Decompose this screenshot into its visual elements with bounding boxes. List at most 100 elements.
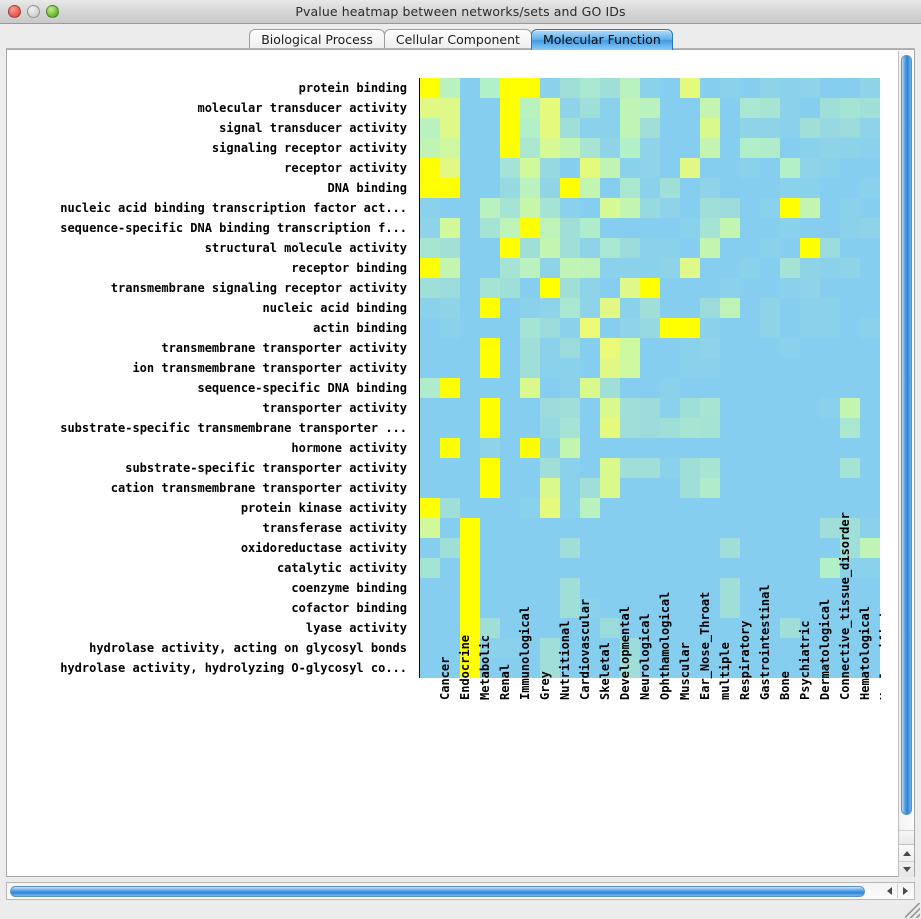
heatmap-cell[interactable] xyxy=(740,258,760,278)
heatmap-cell[interactable] xyxy=(860,418,880,438)
heatmap-cell[interactable] xyxy=(760,478,780,498)
heatmap-cell[interactable] xyxy=(680,78,700,98)
heatmap-cell[interactable] xyxy=(680,338,700,358)
heatmap-cell[interactable] xyxy=(720,278,740,298)
heatmap-cell[interactable] xyxy=(800,478,820,498)
heatmap-cell[interactable] xyxy=(520,298,540,318)
heatmap-cell[interactable] xyxy=(480,318,500,338)
heatmap-cell[interactable] xyxy=(460,258,480,278)
heatmap-cell[interactable] xyxy=(680,98,700,118)
heatmap-cell[interactable] xyxy=(680,318,700,338)
heatmap-cell[interactable] xyxy=(640,358,660,378)
heatmap-cell[interactable] xyxy=(760,598,780,618)
heatmap-cell[interactable] xyxy=(540,278,560,298)
heatmap-cell[interactable] xyxy=(580,458,600,478)
heatmap-cell[interactable] xyxy=(520,78,540,98)
heatmap-cell[interactable] xyxy=(740,618,760,638)
heatmap-cell[interactable] xyxy=(520,558,540,578)
heatmap-cell[interactable] xyxy=(500,278,520,298)
heatmap-cell[interactable] xyxy=(700,258,720,278)
heatmap-cell[interactable] xyxy=(580,658,600,678)
heatmap-cell[interactable] xyxy=(700,238,720,258)
heatmap-cell[interactable] xyxy=(500,618,520,638)
heatmap-cell[interactable] xyxy=(580,238,600,258)
heatmap-cell[interactable] xyxy=(540,238,560,258)
heatmap-cell[interactable] xyxy=(580,138,600,158)
heatmap-cell[interactable] xyxy=(660,298,680,318)
heatmap-cell[interactable] xyxy=(460,658,480,678)
heatmap-cell[interactable] xyxy=(740,378,760,398)
heatmap-cell[interactable] xyxy=(580,178,600,198)
heatmap-cell[interactable] xyxy=(440,618,460,638)
heatmap-cell[interactable] xyxy=(480,218,500,238)
window-resize-grip-icon[interactable] xyxy=(905,903,920,918)
heatmap-cell[interactable] xyxy=(500,438,520,458)
heatmap-cell[interactable] xyxy=(860,358,880,378)
heatmap-cell[interactable] xyxy=(780,358,800,378)
heatmap-cell[interactable] xyxy=(580,378,600,398)
heatmap-cell[interactable] xyxy=(440,598,460,618)
heatmap-cell[interactable] xyxy=(580,258,600,278)
heatmap-cell[interactable] xyxy=(500,158,520,178)
heatmap-cell[interactable] xyxy=(480,138,500,158)
heatmap-cell[interactable] xyxy=(760,218,780,238)
heatmap-cell[interactable] xyxy=(700,138,720,158)
heatmap-cell[interactable] xyxy=(520,178,540,198)
heatmap-cell[interactable] xyxy=(480,658,500,678)
heatmap-cell[interactable] xyxy=(600,278,620,298)
heatmap-cell[interactable] xyxy=(520,538,540,558)
heatmap-cell[interactable] xyxy=(700,318,720,338)
heatmap-cell[interactable] xyxy=(460,558,480,578)
heatmap-cell[interactable] xyxy=(840,558,860,578)
heatmap-cell[interactable] xyxy=(580,478,600,498)
heatmap-cell[interactable] xyxy=(640,258,660,278)
heatmap-cell[interactable] xyxy=(820,318,840,338)
heatmap-cell[interactable] xyxy=(800,658,820,678)
heatmap-cell[interactable] xyxy=(700,218,720,238)
heatmap-cell[interactable] xyxy=(500,458,520,478)
heatmap-cell[interactable] xyxy=(740,78,760,98)
heatmap-cell[interactable] xyxy=(640,138,660,158)
heatmap-cell[interactable] xyxy=(680,438,700,458)
heatmap-cell[interactable] xyxy=(820,158,840,178)
heatmap-cell[interactable] xyxy=(800,118,820,138)
heatmap-cell[interactable] xyxy=(860,398,880,418)
heatmap-cell[interactable] xyxy=(540,438,560,458)
heatmap-cell[interactable] xyxy=(540,198,560,218)
heatmap-cell[interactable] xyxy=(740,278,760,298)
heatmap-cell[interactable] xyxy=(560,118,580,138)
heatmap-cell[interactable] xyxy=(480,518,500,538)
heatmap-cell[interactable] xyxy=(620,578,640,598)
heatmap-cell[interactable] xyxy=(660,638,680,658)
heatmap-cell[interactable] xyxy=(600,238,620,258)
heatmap-cell[interactable] xyxy=(540,638,560,658)
heatmap-cell[interactable] xyxy=(840,478,860,498)
heatmap-cell[interactable] xyxy=(780,98,800,118)
heatmap-cell[interactable] xyxy=(820,538,840,558)
heatmap-cell[interactable] xyxy=(600,338,620,358)
heatmap-cell[interactable] xyxy=(800,598,820,618)
heatmap-cell[interactable] xyxy=(680,458,700,478)
heatmap-cell[interactable] xyxy=(740,118,760,138)
heatmap-cell[interactable] xyxy=(840,458,860,478)
heatmap-cell[interactable] xyxy=(540,338,560,358)
heatmap-cell[interactable] xyxy=(820,118,840,138)
heatmap-cell[interactable] xyxy=(660,178,680,198)
heatmap-cell[interactable] xyxy=(420,158,440,178)
heatmap-cell[interactable] xyxy=(460,478,480,498)
heatmap-cell[interactable] xyxy=(440,498,460,518)
heatmap-cell[interactable] xyxy=(440,238,460,258)
heatmap-cell[interactable] xyxy=(540,458,560,478)
heatmap-cell[interactable] xyxy=(700,338,720,358)
heatmap-cell[interactable] xyxy=(600,178,620,198)
heatmap-cell[interactable] xyxy=(560,178,580,198)
heatmap-cell[interactable] xyxy=(720,478,740,498)
heatmap-cell[interactable] xyxy=(560,138,580,158)
heatmap-cell[interactable] xyxy=(780,558,800,578)
heatmap-cell[interactable] xyxy=(520,218,540,238)
heatmap-cell[interactable] xyxy=(420,278,440,298)
heatmap-cell[interactable] xyxy=(600,438,620,458)
heatmap-cell[interactable] xyxy=(660,658,680,678)
heatmap-cell[interactable] xyxy=(480,158,500,178)
heatmap-cell[interactable] xyxy=(480,238,500,258)
